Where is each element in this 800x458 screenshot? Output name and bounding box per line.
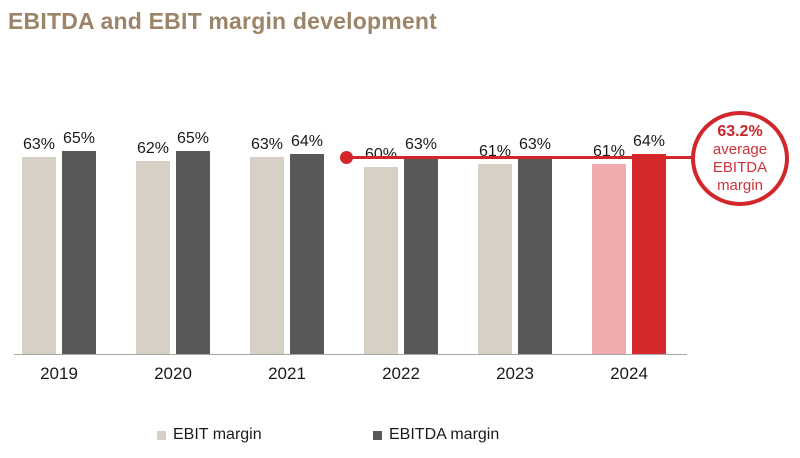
bar-value-label: 65%: [176, 130, 210, 147]
average-callout-text: average EBITDA margin: [712, 141, 768, 194]
bar-value-label: 65%: [62, 130, 96, 147]
ebitda-bar-2021: [290, 154, 324, 354]
legend-item-ebit: EBIT margin: [157, 426, 262, 444]
average-line-dot: [340, 151, 353, 164]
x-axis-label: 2019: [40, 364, 78, 383]
ebitda-bar-2024: [632, 154, 666, 354]
x-axis-label: 2024: [610, 364, 648, 383]
average-line: [346, 156, 692, 159]
average-callout-value: 63.2%: [717, 122, 763, 140]
legend-label-ebit: EBIT margin: [173, 426, 262, 443]
ebitda-bar-2019: [62, 151, 96, 354]
bar-value-label: 61%: [478, 143, 512, 160]
ebit-bar-2023: [478, 164, 512, 354]
x-axis-line: [14, 354, 687, 355]
bar-value-label: 61%: [592, 143, 626, 160]
bar-chart: 63% 65% 2019 62% 65% 2020 63% 64% 2021 60% 63% 2022…: [14, 130, 692, 383]
x-axis-label: 2023: [496, 364, 534, 383]
ebit-bar-2024: [592, 164, 626, 354]
legend-swatch-ebit: [157, 430, 166, 440]
bar-value-label: 64%: [632, 133, 666, 150]
average-callout-badge: 63.2% average EBITDA margin: [691, 111, 789, 206]
legend-swatch-ebitda: [373, 430, 382, 440]
ebit-bar-2022: [364, 167, 398, 354]
bar-value-label: 63%: [404, 136, 438, 153]
ebit-bar-2021: [250, 157, 284, 354]
bar-value-label: 63%: [518, 136, 552, 153]
ebit-bar-2019: [22, 157, 56, 354]
ebitda-bar-2023: [518, 157, 552, 354]
chart-legend: EBIT margin EBITDA margin: [0, 426, 800, 450]
page-title: EBITDA and EBIT margin development: [8, 8, 437, 34]
ebitda-bar-2020: [176, 151, 210, 354]
legend-item-ebitda: EBITDA margin: [373, 426, 499, 444]
ebit-bar-2020: [136, 161, 170, 354]
legend-label-ebitda: EBITDA margin: [389, 426, 500, 443]
ebitda-bar-2022: [404, 157, 438, 354]
bar-value-label: 63%: [250, 136, 284, 153]
x-axis-label: 2021: [268, 364, 306, 383]
bar-value-label: 63%: [22, 136, 56, 153]
x-axis-label: 2020: [154, 364, 192, 383]
bar-value-label: 62%: [136, 140, 170, 157]
bar-value-label: 64%: [290, 133, 324, 150]
x-axis-label: 2022: [382, 364, 420, 383]
